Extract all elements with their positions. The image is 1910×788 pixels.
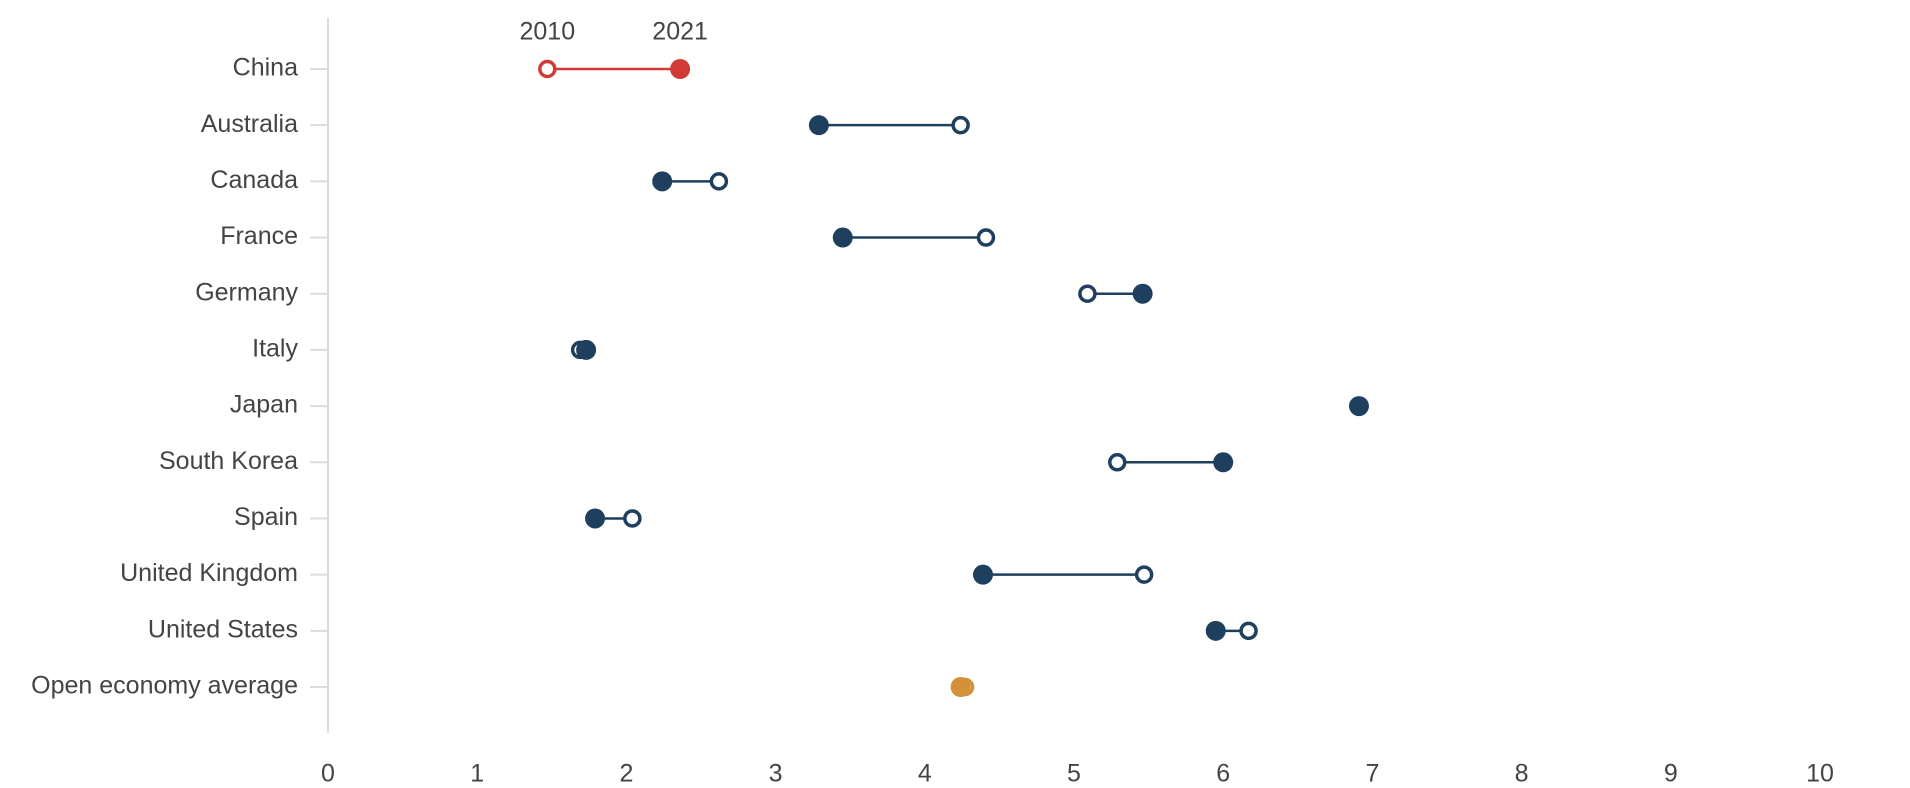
- dot-open: [538, 59, 557, 79]
- y-tick-label: Italy: [252, 335, 298, 363]
- dot-open: [1108, 453, 1127, 472]
- x-tick-label: 10: [1806, 760, 1834, 788]
- y-tick-label: China: [233, 54, 298, 82]
- y-tick-label: Germany: [195, 278, 298, 306]
- y-tick-label: United States: [148, 615, 298, 643]
- dot-filled: [1132, 283, 1153, 304]
- legend-label: 2010: [520, 18, 576, 46]
- y-tick-label: Australia: [201, 110, 298, 138]
- dot-open: [951, 115, 970, 135]
- y-tick-label: United Kingdom: [120, 559, 298, 587]
- x-tick-label: 2: [619, 760, 633, 788]
- dot-filled: [808, 115, 829, 136]
- legend-label: 2021: [652, 18, 708, 46]
- dot-open: [1078, 284, 1097, 303]
- x-tick-label: 8: [1515, 760, 1529, 788]
- x-tick-label: 3: [769, 760, 783, 788]
- dot-filled: [576, 339, 597, 360]
- dot-open: [709, 172, 729, 191]
- dot-filled: [972, 564, 993, 585]
- dot-open: [1239, 621, 1258, 641]
- dot-open: [976, 228, 996, 247]
- dot-filled: [1213, 452, 1234, 473]
- x-tick-label: 1: [470, 760, 484, 788]
- dot-filled: [585, 508, 606, 529]
- x-tick-label: 9: [1664, 760, 1678, 788]
- y-tick-label: France: [220, 222, 298, 250]
- dot-open: [1134, 565, 1154, 584]
- x-tick-label: 7: [1365, 760, 1379, 788]
- dot-filled: [950, 677, 971, 697]
- y-tick-label: South Korea: [159, 447, 298, 475]
- x-tick-label: 0: [321, 760, 335, 788]
- x-tick-label: 5: [1067, 760, 1081, 788]
- x-tick-label: 6: [1216, 760, 1230, 788]
- x-tick-label: 4: [918, 760, 932, 788]
- dot-filled: [1348, 396, 1369, 417]
- y-tick-label: Spain: [234, 503, 298, 531]
- y-tick-label: Open economy average: [31, 672, 298, 700]
- dot-filled: [832, 227, 853, 248]
- y-tick-label: Japan: [230, 391, 298, 419]
- dot-filled: [1205, 620, 1226, 641]
- dot-filled: [670, 59, 691, 79]
- y-tick-label: Canada: [210, 166, 298, 194]
- dot-filled: [652, 171, 673, 192]
- dot-open: [623, 509, 642, 528]
